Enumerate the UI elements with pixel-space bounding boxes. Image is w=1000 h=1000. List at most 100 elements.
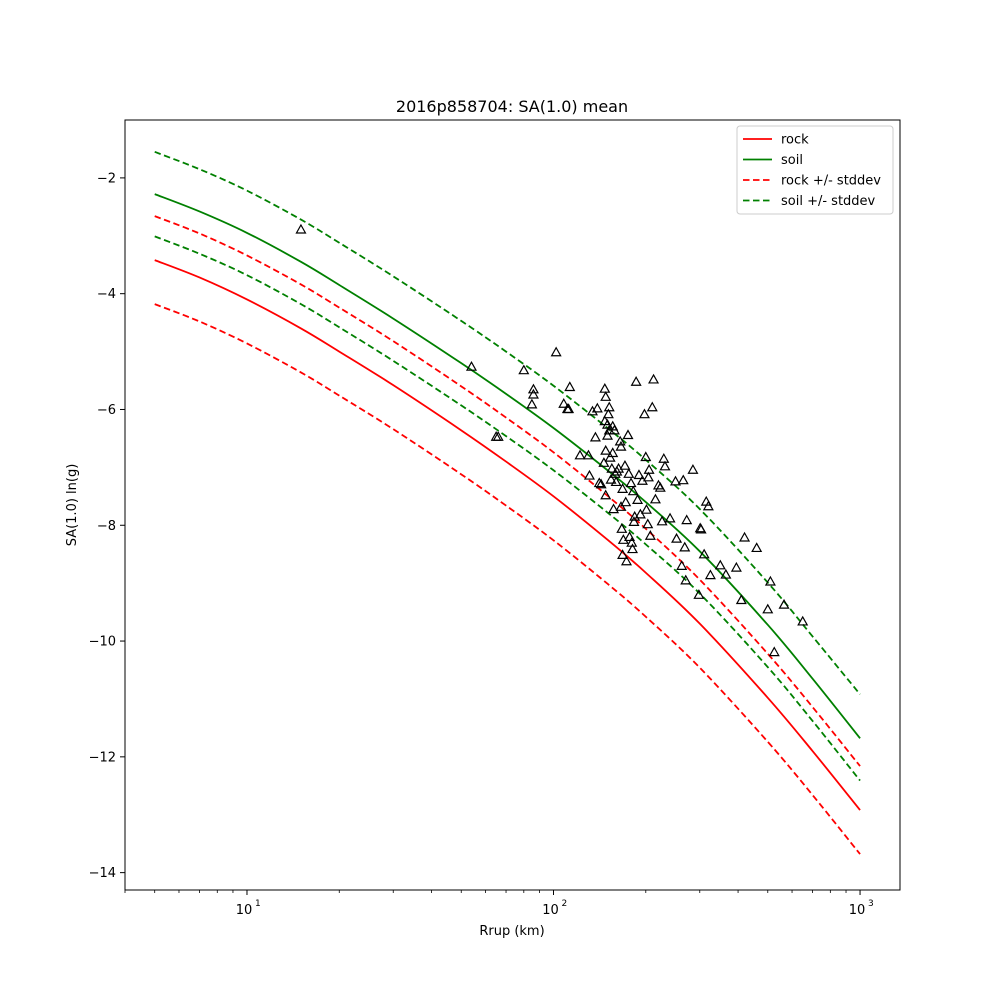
y-tick-label: −12 xyxy=(89,750,116,765)
series-line-5 xyxy=(154,235,861,782)
data-point xyxy=(704,569,716,580)
data-point xyxy=(656,515,668,526)
data-point xyxy=(751,542,763,553)
data-point xyxy=(659,460,671,471)
y-tick-label: −8 xyxy=(97,519,116,534)
data-point xyxy=(702,500,714,511)
data-point xyxy=(676,560,688,570)
data-point xyxy=(642,471,654,482)
data-point xyxy=(622,429,634,440)
data-point xyxy=(607,447,619,458)
x-tick-label: 10 xyxy=(849,903,866,918)
data-point xyxy=(680,574,692,585)
x-axis: 10 1 10 2 10 3 xyxy=(124,890,874,918)
data-point xyxy=(778,598,790,609)
series-line-3 xyxy=(154,303,861,855)
data-point xyxy=(591,402,603,413)
data-point xyxy=(649,493,661,504)
data-point xyxy=(620,555,633,566)
data-point xyxy=(605,473,617,484)
data-point xyxy=(619,459,631,470)
data-point xyxy=(677,474,689,485)
y-tick-label: −6 xyxy=(97,403,116,418)
data-point xyxy=(564,381,576,392)
legend-label: rock xyxy=(781,133,809,148)
series-line-0 xyxy=(154,259,861,811)
data-point xyxy=(527,383,539,394)
data-point xyxy=(625,477,637,488)
data-point xyxy=(589,431,601,442)
legend-label: rock +/- stddev xyxy=(781,174,881,189)
data-point xyxy=(600,444,612,455)
data-point xyxy=(735,594,747,605)
legend-label: soil +/- stddev xyxy=(781,194,876,209)
data-point xyxy=(671,532,683,543)
data-point xyxy=(527,388,539,399)
data-point xyxy=(617,549,629,559)
series-layer xyxy=(154,151,861,855)
data-point xyxy=(714,559,726,570)
y-axis: −14 −12 −10 −8 −6 −4 −2 xyxy=(89,171,125,881)
series-line-2 xyxy=(154,215,861,767)
data-point xyxy=(739,531,751,542)
data-point xyxy=(616,523,628,533)
data-point xyxy=(664,512,676,523)
chart-title: 2016p858704: SA(1.0) mean xyxy=(396,97,628,116)
data-point xyxy=(558,398,570,408)
data-point xyxy=(642,518,654,529)
points-layer xyxy=(295,223,809,657)
data-point xyxy=(598,457,610,467)
legend-box xyxy=(736,125,894,215)
data-point xyxy=(634,508,646,519)
data-point xyxy=(654,481,666,492)
data-point xyxy=(492,431,504,441)
data-point xyxy=(602,408,614,419)
data-point xyxy=(582,449,594,460)
data-point xyxy=(600,391,612,401)
data-point xyxy=(614,435,626,446)
data-point xyxy=(563,403,575,414)
legend: rock soil rock +/- stddev soil +/- stddev xyxy=(736,125,894,215)
data-point xyxy=(720,568,732,579)
x-axis-label: Rrup (km) xyxy=(479,924,544,939)
data-point xyxy=(632,494,644,504)
data-point xyxy=(643,464,655,474)
data-point xyxy=(606,462,618,473)
y-tick-label: −14 xyxy=(89,866,116,881)
data-point xyxy=(628,516,640,526)
data-point xyxy=(669,475,682,486)
data-point xyxy=(615,501,627,511)
data-point xyxy=(646,401,658,412)
x-tick-label: 10 xyxy=(542,903,559,918)
data-point xyxy=(730,561,742,572)
data-point xyxy=(687,464,699,474)
data-point xyxy=(574,449,586,460)
data-point xyxy=(603,401,615,412)
data-point xyxy=(762,603,774,614)
data-point xyxy=(648,373,660,384)
y-axis-label: SA(1.0) ln(g) xyxy=(65,464,80,547)
data-point xyxy=(601,429,614,440)
data-point xyxy=(764,575,776,586)
data-point xyxy=(526,398,538,409)
data-point xyxy=(610,476,622,487)
data-point xyxy=(626,543,639,554)
data-point xyxy=(623,468,635,478)
data-point xyxy=(550,346,562,357)
data-point xyxy=(681,514,693,525)
data-point xyxy=(695,523,707,534)
data-point xyxy=(638,408,650,419)
data-point xyxy=(465,360,478,371)
data-point xyxy=(586,405,599,416)
data-point xyxy=(295,223,307,234)
data-point xyxy=(693,589,705,599)
y-tick-label: −4 xyxy=(97,287,116,302)
data-point xyxy=(599,382,611,393)
data-point xyxy=(518,364,530,375)
data-point xyxy=(630,376,642,386)
x-tick-exponent: 1 xyxy=(255,899,261,909)
y-tick-label: −10 xyxy=(89,635,116,650)
data-point xyxy=(620,496,632,507)
series-line-1 xyxy=(154,193,861,739)
data-point xyxy=(698,548,710,559)
